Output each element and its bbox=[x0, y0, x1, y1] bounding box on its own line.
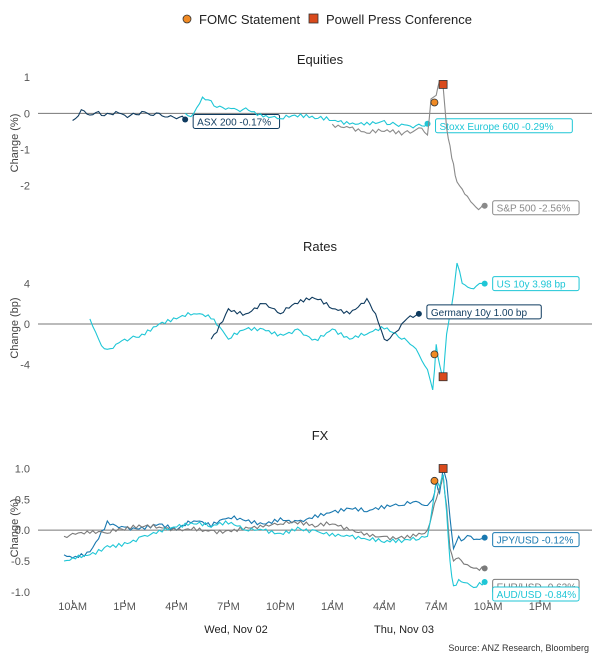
series-end-point bbox=[424, 120, 431, 127]
series-line-germany-10y bbox=[210, 296, 420, 342]
series-label-text: S&P 500 -2.56% bbox=[497, 204, 571, 215]
series-label-text: ASX 200 -0.17% bbox=[197, 117, 271, 128]
series-label-box bbox=[435, 118, 573, 134]
series-label-text: AUD/USD -0.84% bbox=[497, 590, 577, 601]
x-tick-label: 10AM bbox=[474, 601, 503, 613]
x-tick-label: 1AM bbox=[321, 601, 344, 613]
y-tick-label: 0.0 bbox=[15, 525, 30, 537]
legend: FOMC Statement Powell Press Conference bbox=[182, 12, 472, 27]
ylabel-rates: Change (bp) bbox=[9, 297, 21, 358]
fomc-legend-marker bbox=[182, 14, 192, 24]
x-tick-label: 4PM bbox=[165, 601, 188, 613]
y-tick-label: 1.0 bbox=[15, 464, 30, 476]
y-tick-label: 0.5 bbox=[15, 494, 30, 506]
series-label-us-10y: US 10y 3.98 bp bbox=[492, 276, 580, 292]
series-end-point bbox=[481, 202, 488, 209]
powell-marker bbox=[438, 80, 448, 89]
x-tick-label: 10PM bbox=[266, 601, 295, 613]
series-line-s-p-500 bbox=[331, 80, 486, 211]
series-label-box bbox=[492, 200, 580, 216]
series-end-point bbox=[415, 310, 422, 317]
panel-equities: 1 0 -1 -2 ASX 200 -0.17% Stoxx Europe 600 -0.… bbox=[20, 72, 592, 216]
series-label-box bbox=[492, 586, 580, 602]
series-end-point bbox=[481, 534, 488, 541]
x-tick-label: 10AM bbox=[58, 601, 87, 613]
series-end-point bbox=[481, 280, 488, 287]
y-tick-label: -2 bbox=[20, 181, 30, 193]
series-label-box bbox=[492, 532, 580, 548]
panels: 1 0 -1 -2 ASX 200 -0.17% Stoxx Europe 600 -0.… bbox=[11, 72, 592, 602]
series-line-us-10y bbox=[89, 262, 485, 391]
fomc-marker bbox=[430, 98, 439, 107]
series-end-point bbox=[481, 578, 488, 585]
series-label-box bbox=[426, 304, 542, 320]
y-tick-label: -0.5 bbox=[11, 556, 30, 568]
y-tick-label: 4 bbox=[24, 278, 30, 290]
date-label-wed: Wed, Nov 02 bbox=[204, 624, 267, 636]
series-label-box bbox=[192, 113, 281, 129]
panel-title-rates: Rates bbox=[303, 239, 337, 254]
series-line-asx-200 bbox=[72, 108, 186, 121]
powell-legend-marker bbox=[308, 13, 319, 24]
x-axis: 10AM 1PM 4PM 7PM 10PM 1AM 4AM 7AM 10AM 1PM bbox=[58, 600, 551, 613]
series-end-point bbox=[182, 116, 189, 123]
powell-marker bbox=[438, 372, 448, 382]
series-label-box bbox=[492, 276, 580, 292]
series-label-text: US 10y 3.98 bp bbox=[497, 280, 566, 291]
series-label-text: Germany 10y 1.00 bp bbox=[431, 308, 528, 319]
series-label-stoxx-europe-600: Stoxx Europe 600 -0.29% bbox=[435, 118, 573, 134]
ylabel-fx: Change (%) bbox=[9, 499, 21, 558]
series-label-asx-200: ASX 200 -0.17% bbox=[192, 113, 281, 129]
series-label-germany-10y: Germany 10y 1.00 bp bbox=[426, 304, 542, 320]
date-label-thu: Thu, Nov 03 bbox=[374, 624, 434, 636]
series-line-jpy-usd bbox=[63, 468, 485, 559]
fomc-marker bbox=[430, 476, 439, 485]
fomc-marker bbox=[430, 350, 439, 359]
series-end-point bbox=[481, 565, 488, 572]
series-line-aud-usd bbox=[63, 474, 486, 589]
y-tick-label: 0 bbox=[24, 319, 30, 331]
series-label-jpy-usd: JPY/USD -0.12% bbox=[492, 532, 580, 548]
x-tick-label: 1PM bbox=[113, 601, 136, 613]
y-tick-label: -1.0 bbox=[11, 587, 30, 599]
series-line-stoxx-europe-600 bbox=[184, 96, 428, 129]
x-tick-label: 1PM bbox=[529, 601, 552, 613]
y-tick-label: 0 bbox=[24, 108, 30, 120]
ylabel-equities: Change (%) bbox=[9, 114, 21, 173]
source-note: Source: ANZ Research, Bloomberg bbox=[448, 643, 589, 653]
y-tick-label: -1 bbox=[20, 144, 30, 156]
y-tick-label: -4 bbox=[20, 360, 30, 372]
fomc-legend-label: FOMC Statement bbox=[199, 12, 301, 27]
powell-marker bbox=[438, 464, 448, 473]
x-tick-label: 7AM bbox=[425, 601, 448, 613]
series-label-aud-usd: AUD/USD -0.84% bbox=[492, 586, 580, 602]
powell-legend-label: Powell Press Conference bbox=[326, 12, 472, 27]
series-line-eur-usd bbox=[63, 474, 485, 572]
panel-title-fx: FX bbox=[312, 428, 329, 443]
series-label-text: Stoxx Europe 600 -0.29% bbox=[440, 122, 554, 133]
x-tick-label: 7PM bbox=[217, 601, 240, 613]
y-tick-label: 1 bbox=[24, 72, 30, 84]
x-tick-label: 4AM bbox=[373, 601, 396, 613]
series-label-s-p-500: S&P 500 -2.56% bbox=[492, 200, 580, 216]
panel-rates: 4 0 -4 US 10y 3.98 bp Germany 10y 1.00 bp bbox=[20, 262, 592, 391]
panel-title-equities: Equities bbox=[297, 52, 344, 67]
series-label-text: JPY/USD -0.12% bbox=[497, 536, 574, 547]
